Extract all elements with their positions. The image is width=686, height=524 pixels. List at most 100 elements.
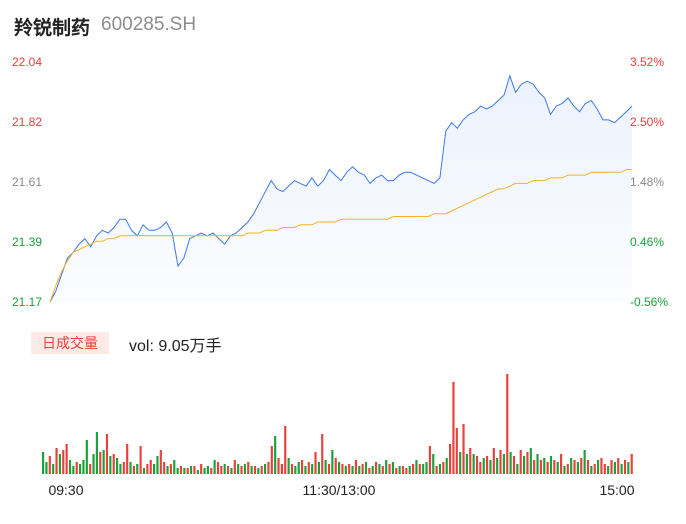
- volume-bar: [45, 462, 48, 474]
- volume-bar: [119, 464, 122, 474]
- volume-bar: [573, 460, 576, 474]
- volume-bar: [203, 468, 206, 474]
- volume-bar: [176, 468, 179, 474]
- volume-bar: [472, 454, 475, 474]
- y-right-tick-label: -0.56%: [630, 295, 668, 309]
- volume-bar: [210, 468, 213, 474]
- volume-bar: [257, 468, 260, 474]
- volume-bar: [264, 464, 267, 474]
- volume-bar: [496, 458, 499, 474]
- volume-bar: [475, 456, 479, 474]
- volume-bar: [486, 456, 489, 474]
- volume-bar: [415, 460, 418, 474]
- volume-bar-chart: 09:30 11:30/13:00 15:00: [42, 374, 635, 498]
- volume-bar: [539, 460, 542, 474]
- volume-bar: [314, 452, 317, 474]
- volume-bar: [452, 382, 455, 474]
- price-line: [49, 74, 633, 303]
- volume-bar: [146, 464, 149, 474]
- volume-bar: [375, 462, 378, 474]
- volume-bar: [502, 454, 505, 474]
- volume-bar: [371, 466, 374, 474]
- volume-bar: [627, 462, 630, 474]
- volume-bar: [549, 456, 553, 474]
- stock-name: 羚锐制药: [14, 18, 91, 39]
- volume-badge: 日成交量: [31, 332, 109, 354]
- volume-bar: [603, 464, 606, 474]
- volume-bar: [378, 464, 381, 474]
- volume-bar: [260, 466, 263, 474]
- volume-bar: [576, 462, 579, 474]
- volume-bar: [105, 434, 109, 474]
- volume-bar: [348, 464, 351, 474]
- volume-bar: [368, 468, 371, 474]
- volume-bar: [321, 434, 324, 474]
- volume-bar: [156, 456, 159, 474]
- volume-bar: [583, 450, 586, 474]
- volume-bar: [435, 466, 438, 474]
- volume-bar: [556, 462, 559, 474]
- volume-bar: [142, 468, 146, 474]
- volume-bar: [62, 450, 65, 474]
- volume-bar: [428, 446, 431, 474]
- volume-bar: [533, 460, 536, 474]
- volume-bar: [112, 454, 115, 474]
- volume-bar: [68, 460, 72, 474]
- volume-bar: [630, 454, 633, 474]
- volume-bar: [607, 466, 610, 474]
- volume-bar: [613, 462, 616, 474]
- volume-bar: [354, 460, 357, 474]
- volume-bar: [438, 464, 442, 474]
- volume-bar: [297, 462, 300, 474]
- volume-bar: [385, 460, 388, 474]
- volume-bar: [270, 446, 273, 474]
- volume-bar: [284, 426, 287, 474]
- average-price-line: [49, 169, 632, 303]
- volume-bar: [253, 466, 257, 474]
- volume-bar: [506, 374, 509, 474]
- volume-bar: [159, 450, 162, 474]
- price-area: [50, 75, 632, 302]
- volume-bar: [72, 466, 75, 474]
- volume-bar: [445, 458, 448, 474]
- volume-bar: [526, 452, 529, 474]
- volume-bar: [391, 462, 394, 474]
- volume-bar: [163, 462, 166, 474]
- y-left-tick-label: 21.61: [12, 175, 42, 189]
- volume-bar: [519, 450, 522, 474]
- volume-bar: [546, 462, 549, 474]
- volume-bar: [223, 464, 226, 474]
- volume-bar: [338, 462, 341, 474]
- volume-bar: [129, 462, 132, 474]
- volume-bar: [55, 448, 58, 474]
- volume-bar: [566, 464, 569, 474]
- volume-bar: [361, 464, 364, 474]
- volume-bar: [398, 466, 401, 474]
- volume-bar: [52, 464, 55, 474]
- volume-bar: [317, 462, 320, 474]
- volume-bar: [597, 460, 600, 474]
- volume-bar: [82, 460, 85, 474]
- volume-bar: [553, 460, 556, 474]
- y-left-tick-label: 21.17: [12, 295, 42, 309]
- y-right-tick-label: 3.52%: [630, 55, 664, 69]
- volume-bar: [388, 464, 391, 474]
- volume-bar: [200, 464, 203, 474]
- volume-bar: [196, 470, 199, 474]
- volume-bar: [216, 462, 220, 474]
- volume-bar: [408, 466, 411, 474]
- volume-bar: [600, 458, 603, 474]
- volume-bar: [89, 464, 92, 474]
- y-left-tick-label: 21.39: [12, 235, 42, 249]
- stock-code: 600285.SH: [101, 14, 197, 35]
- volume-bar: [499, 450, 502, 474]
- volume-bar: [560, 454, 563, 474]
- volume-bar: [479, 462, 482, 474]
- volume-bar: [516, 464, 519, 474]
- volume-bar: [169, 464, 172, 474]
- volume-bar: [412, 464, 415, 474]
- volume-bar: [590, 466, 593, 474]
- volume-bar: [462, 424, 465, 474]
- volume-bar: [116, 458, 119, 474]
- volume-bar: [274, 436, 277, 474]
